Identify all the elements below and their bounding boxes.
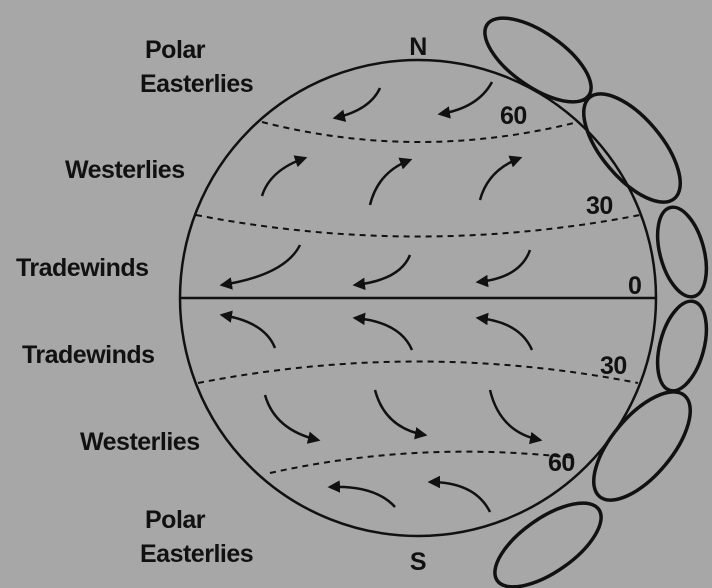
latitude-label: 60 — [500, 102, 527, 130]
wind-label: Tradewinds — [22, 341, 155, 369]
latitude-line — [197, 360, 639, 384]
latitude-line — [269, 450, 576, 474]
pole-label: N — [409, 33, 427, 61]
wind-label: Polar — [145, 506, 206, 534]
latitude-label: 60 — [548, 449, 575, 477]
latitude-label: 30 — [586, 192, 613, 220]
wind-label: Westerlies — [80, 428, 200, 456]
wind-label: Tradewinds — [16, 254, 149, 282]
pole-label: S — [410, 548, 426, 576]
wind-arrows — [219, 81, 543, 513]
wind-label: Easterlies — [140, 540, 253, 568]
latitude-line — [195, 214, 641, 238]
latitude-label: 0 — [628, 272, 641, 300]
circulation-cells — [483, 16, 709, 588]
wind-label: Polar — [145, 36, 206, 64]
latitude-line — [261, 121, 579, 143]
latitude-label: 30 — [600, 352, 627, 380]
wind-label: Westerlies — [65, 156, 185, 184]
wind-label: Easterlies — [140, 70, 253, 98]
